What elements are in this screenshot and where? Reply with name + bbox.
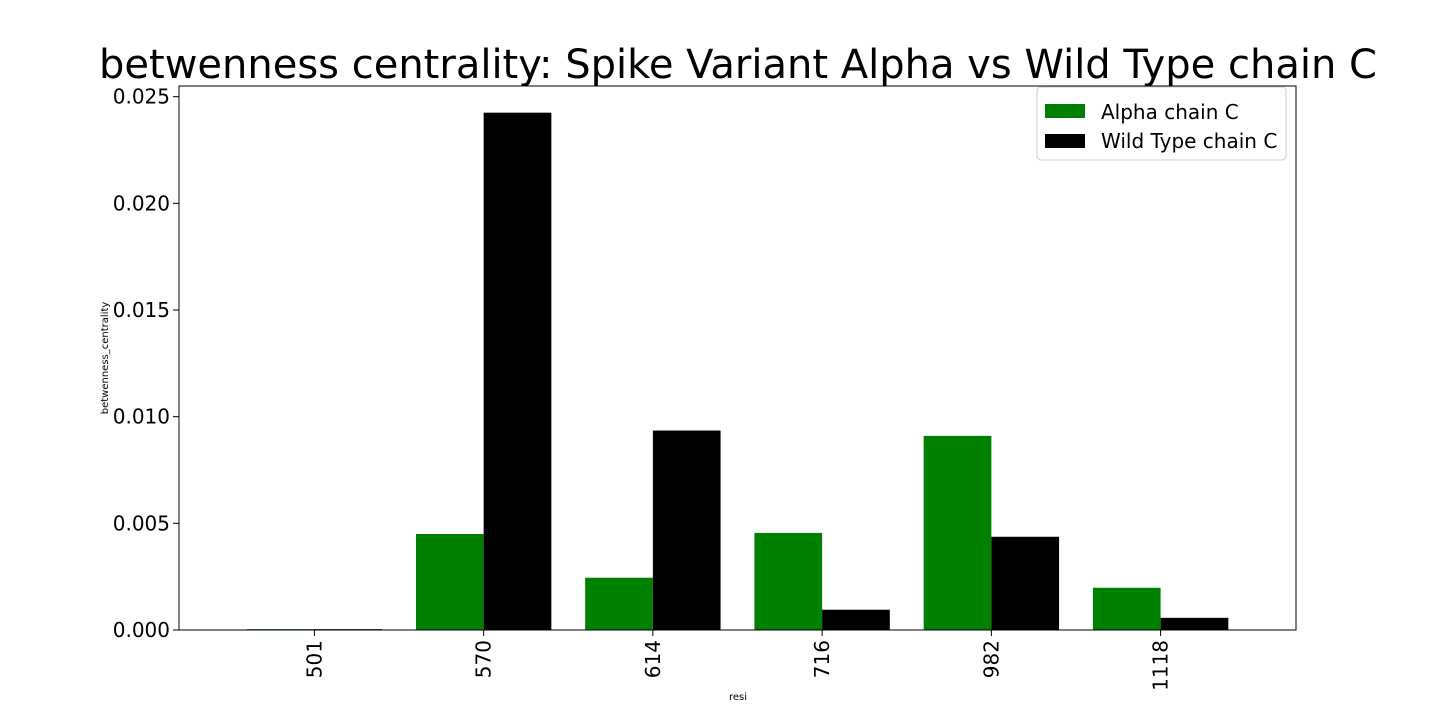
x-tick-label: 716	[810, 640, 834, 678]
y-tick-label: 0.020	[113, 191, 170, 215]
plot-frame	[178, 85, 1297, 631]
x-axis: 501 570 614 716 982 1118	[302, 630, 1173, 691]
x-tick-label: 982	[979, 640, 1003, 678]
bar-wild-type-1118	[1160, 617, 1229, 630]
y-axis-label: betwenness_centrality	[100, 302, 111, 415]
bar-alpha-614	[585, 577, 653, 630]
bar-alpha-716	[754, 532, 823, 630]
legend: Alpha chain C Wild Type chain C	[1036, 86, 1287, 161]
x-tick-label: 570	[472, 640, 496, 678]
y-tick-label: 0.005	[113, 511, 170, 535]
y-axis: 0.000 0.005 0.010 0.015 0.020 0.025	[113, 85, 179, 642]
x-tick-label: 1118	[1149, 640, 1173, 691]
y-tick-label: 0.000	[113, 618, 170, 642]
x-tick-label: 501	[302, 640, 326, 678]
bar-wild-type-982	[991, 536, 1060, 630]
bar-alpha-570	[415, 534, 484, 630]
chart-title: betwenness centrality: Spike Variant Alp…	[99, 42, 1377, 88]
legend-label-alpha: Alpha chain C	[1101, 100, 1239, 124]
bar-wild-type-614	[652, 430, 721, 630]
legend-swatch-alpha	[1045, 104, 1085, 118]
legend-frame	[1036, 86, 1287, 161]
bar-alpha-1118	[1092, 587, 1161, 630]
y-tick-label: 0.015	[113, 298, 170, 322]
legend-swatch-wild-type	[1045, 134, 1085, 148]
y-tick-label: 0.010	[113, 405, 170, 429]
plot-area	[246, 112, 1229, 631]
bar-alpha-982	[923, 435, 992, 630]
bar-wild-type-570	[483, 112, 552, 631]
x-axis-label: resi	[729, 692, 747, 703]
bar-wild-type-716	[822, 609, 890, 630]
y-tick-label: 0.025	[113, 85, 170, 109]
legend-label-wild-type: Wild Type chain C	[1101, 129, 1277, 153]
x-tick-label: 614	[641, 640, 665, 678]
